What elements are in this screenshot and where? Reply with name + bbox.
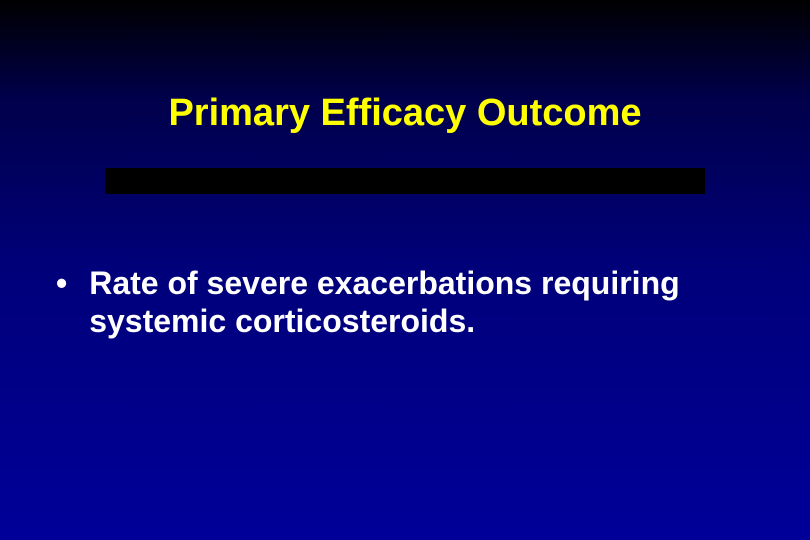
title-divider <box>105 168 705 194</box>
slide-bullet-list: • Rate of severe exacerbations requiring… <box>56 264 754 341</box>
bullet-text: Rate of severe exacerbations requiring s… <box>89 264 754 341</box>
presentation-slide: Primary Efficacy Outcome • Rate of sever… <box>0 0 810 540</box>
slide-title: Primary Efficacy Outcome <box>0 92 810 135</box>
list-item: • Rate of severe exacerbations requiring… <box>56 264 754 341</box>
bullet-icon: • <box>56 264 67 302</box>
